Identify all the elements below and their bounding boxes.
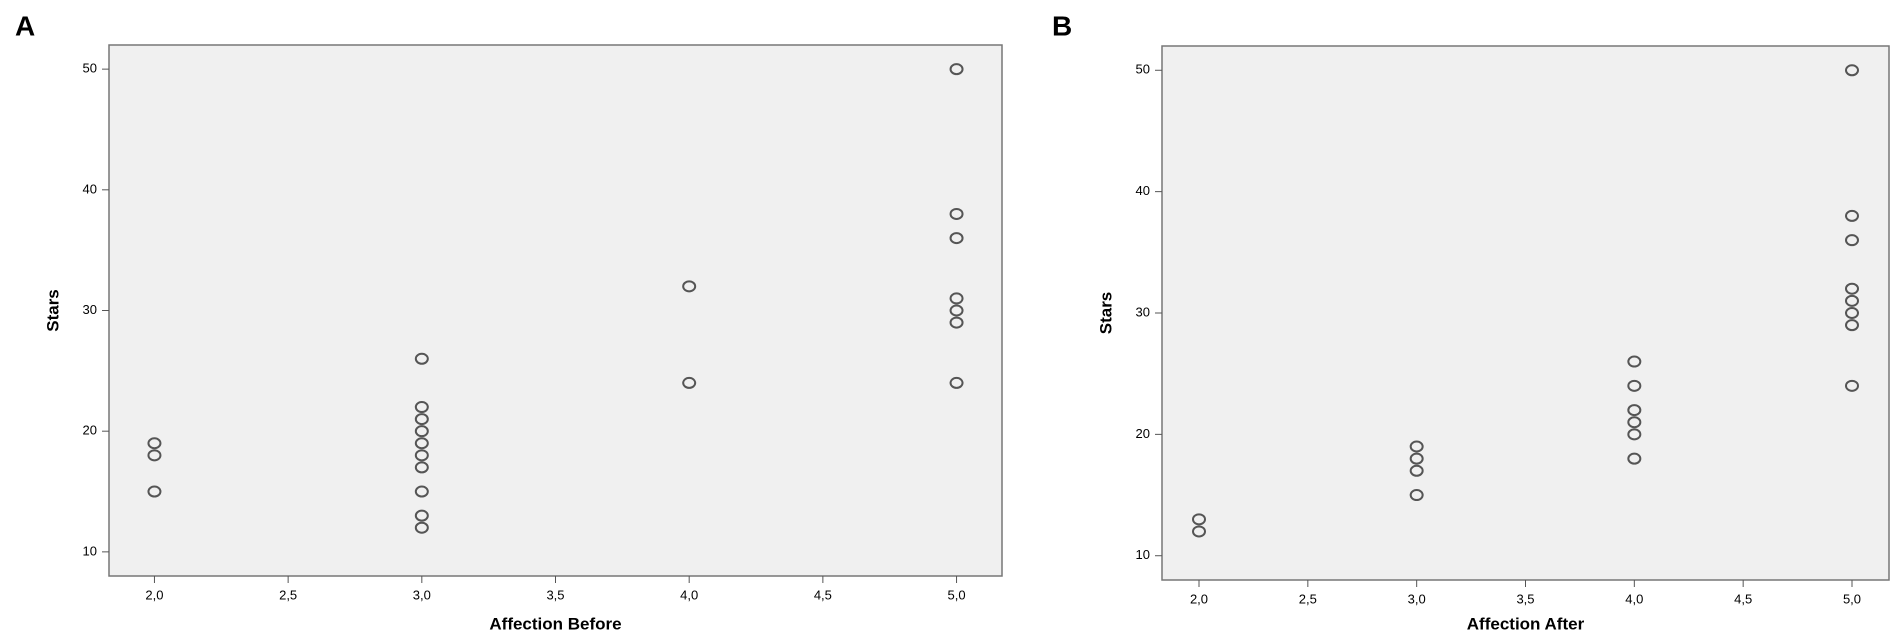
x-tick-label: 4,0 <box>1625 591 1643 606</box>
point <box>414 413 429 426</box>
point <box>414 485 429 498</box>
point <box>1844 379 1859 392</box>
point <box>949 232 964 245</box>
y-tick-label: 40 <box>83 181 97 196</box>
x-tick-label: 3,5 <box>546 587 564 602</box>
point <box>1192 525 1207 538</box>
plot-area <box>108 44 1003 577</box>
x-tick-label: 5,0 <box>1843 591 1861 606</box>
point <box>1627 379 1642 392</box>
panel: A 2,0 2,5 3,0 3,5 4,0 4,5 5,0 10 20 30 40 50 Affectio… <box>15 10 1003 633</box>
point <box>414 437 429 450</box>
point <box>1844 294 1859 307</box>
x-tick-label: 4,0 <box>680 587 698 602</box>
y-tick-label: 30 <box>83 302 97 317</box>
point <box>949 304 964 317</box>
y-tick-label: 10 <box>83 543 97 558</box>
x-tick-label: 2,0 <box>1190 591 1208 606</box>
point <box>1844 319 1859 332</box>
point <box>1409 452 1424 465</box>
point <box>1627 428 1642 441</box>
point <box>1844 282 1859 295</box>
panel-label: B <box>1052 10 1072 41</box>
x-tick-label: 2,5 <box>1299 591 1317 606</box>
point <box>1627 355 1642 368</box>
x-tick-label: 3,5 <box>1516 591 1534 606</box>
point <box>1844 307 1859 319</box>
point <box>414 509 429 522</box>
point <box>414 425 429 438</box>
y-tick-label: 30 <box>1136 304 1150 319</box>
point <box>147 485 162 498</box>
point <box>1409 440 1424 453</box>
y-tick-label: 50 <box>1136 62 1150 77</box>
x-axis-label: Affection After <box>1467 614 1585 633</box>
y-tick-label: 50 <box>83 61 97 76</box>
point <box>682 376 697 389</box>
x-tick-label: 4,5 <box>1734 591 1752 606</box>
y-tick-label: 10 <box>1136 547 1150 562</box>
point <box>147 449 162 462</box>
point <box>1409 464 1424 477</box>
point <box>949 376 964 389</box>
x-tick-label: 2,5 <box>279 587 297 602</box>
point <box>682 280 697 293</box>
y-tick-label: 40 <box>1136 183 1150 198</box>
x-tick-label: 2,0 <box>145 587 163 602</box>
point <box>949 207 964 220</box>
point <box>949 316 964 329</box>
x-tick-label: 3,0 <box>1408 591 1426 606</box>
point <box>1627 452 1642 465</box>
point <box>414 521 429 534</box>
point <box>1192 513 1207 526</box>
point <box>949 63 964 76</box>
point <box>414 449 429 462</box>
y-axis-label: Stars <box>1096 292 1115 335</box>
point <box>1844 234 1859 247</box>
plot-area <box>1161 45 1890 581</box>
x-tick-label: 3,0 <box>413 587 431 602</box>
point <box>1627 416 1642 429</box>
y-tick-label: 20 <box>83 423 97 438</box>
point <box>414 401 429 414</box>
point <box>414 461 429 474</box>
point <box>1844 209 1859 222</box>
point <box>147 437 162 450</box>
y-axis-label: Stars <box>43 289 62 332</box>
point <box>1844 64 1859 77</box>
point <box>414 352 429 365</box>
x-tick-label: 4,5 <box>814 587 832 602</box>
point <box>1409 489 1424 502</box>
panel: B 2,0 2,5 3,0 3,5 4,0 4,5 5,0 10 20 30 40 50 Affectio… <box>1052 10 1890 633</box>
x-tick-label: 5,0 <box>948 587 966 602</box>
panel-label: A <box>15 10 35 41</box>
point <box>1627 404 1642 417</box>
y-tick-label: 20 <box>1136 426 1150 441</box>
x-axis-label: Affection Before <box>489 614 621 633</box>
point <box>949 292 964 305</box>
